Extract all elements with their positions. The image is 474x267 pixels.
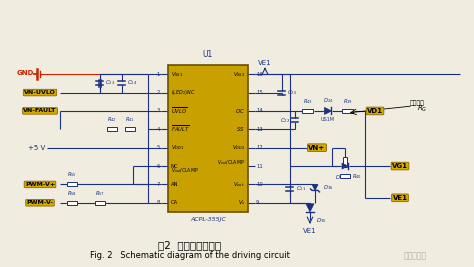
Text: 7: 7 [156, 182, 160, 187]
Text: 5: 5 [156, 145, 160, 150]
Text: 2: 2 [156, 90, 160, 95]
Text: $V_{out}$/CLAMP: $V_{out}$/CLAMP [217, 159, 245, 167]
Text: 图2  驱动电路原理图: 图2 驱动电路原理图 [158, 240, 221, 250]
Text: $\overline{FAULT}$: $\overline{FAULT}$ [171, 125, 190, 134]
Bar [125, 127, 135, 131]
Text: 12: 12 [256, 145, 263, 150]
Bar [67, 201, 77, 205]
Text: $D_{35}$: $D_{35}$ [316, 216, 327, 225]
Text: $V_{out}$: $V_{out}$ [233, 180, 245, 189]
Text: $R_{58}$: $R_{58}$ [67, 189, 77, 198]
Text: $V_{SS2}$: $V_{SS2}$ [233, 70, 245, 79]
Text: 4: 4 [156, 127, 160, 132]
Text: CA: CA [171, 200, 178, 205]
Bar [302, 109, 313, 113]
Text: VN-UVLO: VN-UVLO [24, 90, 56, 95]
Bar [95, 201, 105, 205]
Text: $R_{41}$: $R_{41}$ [125, 115, 135, 124]
Bar [67, 182, 77, 186]
Text: VG1: VG1 [392, 163, 408, 169]
Text: 8: 8 [156, 200, 160, 205]
Text: +5 V: +5 V [28, 145, 45, 151]
Text: $V_{out}$/CLAMP: $V_{out}$/CLAMP [171, 167, 199, 175]
Text: $R_{55}$: $R_{55}$ [67, 171, 77, 179]
Bar [107, 127, 117, 131]
Text: $R_{40}$: $R_{40}$ [352, 172, 362, 180]
Text: US1M: US1M [321, 117, 335, 122]
Polygon shape [342, 163, 348, 169]
Text: 1: 1 [156, 72, 160, 77]
Text: $R_{39}$: $R_{39}$ [343, 97, 353, 106]
Text: VD1: VD1 [367, 108, 383, 114]
Text: $D_{24}$: $D_{24}$ [323, 96, 333, 105]
Text: $C_{21}$: $C_{21}$ [296, 184, 306, 193]
Text: 14: 14 [256, 108, 263, 113]
Text: AN: AN [171, 182, 179, 187]
Text: $(LED_2)NC$: $(LED_2)NC$ [171, 88, 196, 97]
Bar [343, 109, 354, 113]
Bar [340, 174, 350, 178]
Text: 13: 13 [256, 127, 263, 132]
Text: 9: 9 [256, 200, 259, 205]
Text: $\overline{UVLO}$: $\overline{UVLO}$ [171, 106, 188, 116]
Text: 11: 11 [256, 164, 263, 168]
Text: $C_{25}$: $C_{25}$ [287, 88, 297, 97]
Bar [168, 65, 248, 212]
Text: $C_{22}$: $C_{22}$ [280, 116, 290, 125]
Text: $C_{23}$: $C_{23}$ [105, 78, 115, 87]
Text: 10: 10 [256, 182, 263, 187]
Text: 3: 3 [157, 108, 160, 113]
Text: VN-FAULT: VN-FAULT [23, 108, 56, 113]
Text: $V_{DD1}$: $V_{DD1}$ [171, 143, 184, 152]
Text: $D_{34}$: $D_{34}$ [335, 173, 345, 182]
Bar [343, 157, 347, 167]
Text: 15: 15 [256, 90, 263, 95]
Text: $OC$: $OC$ [235, 107, 245, 115]
Text: $V_{SS1}$: $V_{SS1}$ [171, 70, 183, 79]
Text: NC: NC [171, 164, 179, 168]
Text: $C_{24}$: $C_{24}$ [127, 78, 137, 87]
Text: Fig. 2   Schematic diagram of the driving circuit: Fig. 2 Schematic diagram of the driving … [90, 252, 290, 261]
Polygon shape [312, 184, 318, 190]
Text: 半导体在线: 半导体在线 [403, 252, 427, 261]
Text: GND: GND [17, 70, 35, 76]
Polygon shape [325, 107, 331, 115]
Text: $R_{43}$: $R_{43}$ [303, 97, 313, 106]
Text: 6: 6 [156, 164, 160, 168]
Text: VE1: VE1 [303, 228, 317, 234]
Text: VE1: VE1 [258, 60, 272, 66]
Text: $D_{36}$: $D_{36}$ [323, 183, 334, 192]
Text: $R_G$: $R_G$ [417, 104, 428, 114]
Text: VN+: VN+ [309, 145, 326, 151]
Text: U1: U1 [203, 50, 213, 59]
Text: $SS$: $SS$ [237, 125, 245, 133]
Text: 16: 16 [256, 72, 263, 77]
Text: PWM-V-: PWM-V- [27, 200, 54, 205]
Polygon shape [306, 204, 314, 212]
Text: $V_s$: $V_s$ [237, 198, 245, 207]
Text: $R_{42}$: $R_{42}$ [107, 115, 117, 124]
Text: ACPL-355JC: ACPL-355JC [190, 217, 226, 222]
Text: $R_{57}$: $R_{57}$ [95, 189, 105, 198]
Text: VE1: VE1 [392, 195, 408, 201]
Text: $V_{DD2}$: $V_{DD2}$ [232, 143, 245, 152]
Text: 驱动电阻: 驱动电阻 [410, 100, 425, 106]
Text: PWM-V+: PWM-V+ [25, 182, 55, 187]
